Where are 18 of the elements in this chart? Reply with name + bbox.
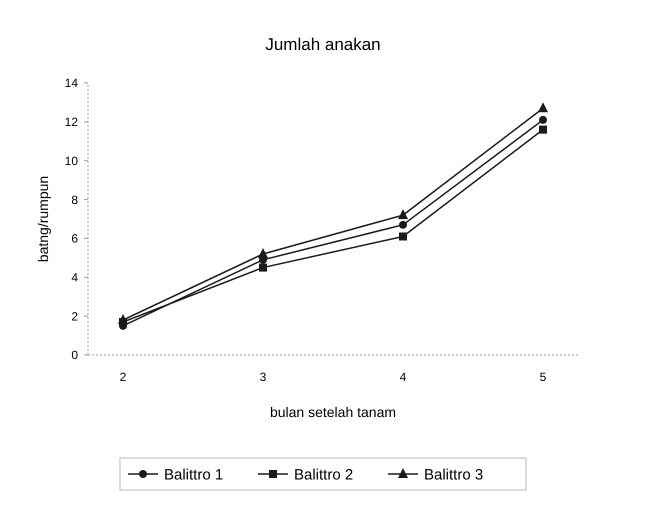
legend-label: Balittro 3 xyxy=(424,466,484,484)
chart-title: Jumlah anakan xyxy=(265,35,381,54)
x-tick-label: 4 xyxy=(400,370,407,384)
x-tick-label: 3 xyxy=(260,370,267,384)
y-tick-label: 10 xyxy=(64,154,78,168)
y-tick-label: 4 xyxy=(71,270,78,284)
legend-label: Balittro 2 xyxy=(294,466,354,484)
y-tick-label: 14 xyxy=(64,76,78,90)
y-tick-label: 12 xyxy=(64,115,78,130)
y-tick-label: 6 xyxy=(71,232,78,246)
x-tick-label: 5 xyxy=(540,370,547,384)
legend-label: Balittro 1 xyxy=(164,466,224,484)
x-axis-title: bulan setelah tanam xyxy=(270,404,396,420)
x-tick-label: 2 xyxy=(120,370,127,384)
y-tick-label: 2 xyxy=(71,309,78,324)
y-axis-title: batng/rumpun xyxy=(35,176,51,262)
y-tick-label: 8 xyxy=(71,192,78,207)
y-tick-label: 0 xyxy=(71,348,78,362)
